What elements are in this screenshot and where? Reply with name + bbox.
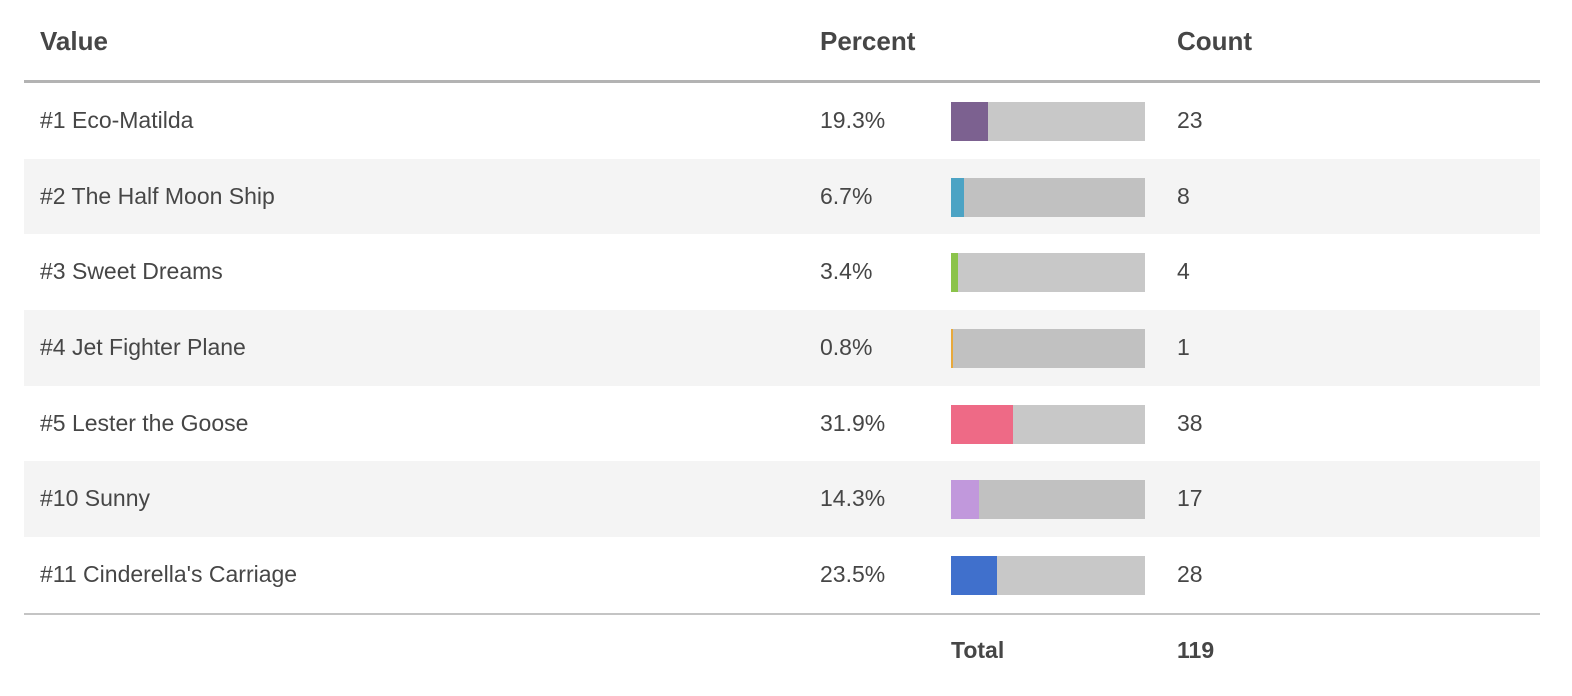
value-column-header: Value xyxy=(40,26,108,56)
row-count-label: 38 xyxy=(1177,409,1203,436)
percent-bar-fill xyxy=(951,480,979,520)
percent-bar-track xyxy=(951,404,1145,444)
percent-bar-track xyxy=(951,480,1145,520)
row-percent-label: 31.9% xyxy=(820,409,886,436)
percent-bar-fill xyxy=(951,177,964,217)
percent-bar-fill xyxy=(951,404,1013,444)
percent-column-header: Percent xyxy=(820,26,916,56)
table-row: #1 Eco-Matilda 19.3% 23 xyxy=(24,83,1540,159)
percent-bar-track xyxy=(951,253,1145,293)
table-row: #4 Jet Fighter Plane 0.8% 1 xyxy=(24,310,1540,386)
row-percent-label: 23.5% xyxy=(820,561,886,588)
table-body: #1 Eco-Matilda 19.3% 23 #2 The Half Moon Sh… xyxy=(24,83,1540,613)
row-count-label: 23 xyxy=(1177,107,1203,133)
percent-bar-track xyxy=(951,102,1145,141)
percent-bar-fill xyxy=(951,253,958,293)
row-value-label: #2 The Half Moon Ship xyxy=(40,182,275,209)
row-count-label: 4 xyxy=(1177,258,1190,285)
table-footer: Total 119 xyxy=(24,612,1540,695)
percent-bar-fill xyxy=(951,329,953,369)
row-value-label: #4 Jet Fighter Plane xyxy=(40,334,246,361)
row-percent-label: 6.7% xyxy=(820,182,873,209)
row-percent-label: 19.3% xyxy=(820,107,886,133)
table-row: #11 Cinderella's Carriage 23.5% 28 xyxy=(24,537,1540,613)
row-percent-label: 14.3% xyxy=(820,485,886,512)
row-value-label: #10 Sunny xyxy=(40,485,150,512)
count-column-header: Count xyxy=(1177,26,1253,56)
row-value-label: #11 Cinderella's Carriage xyxy=(40,561,298,588)
row-count-label: 1 xyxy=(1177,334,1190,361)
row-count-label: 17 xyxy=(1177,485,1203,512)
percent-bar-fill xyxy=(951,556,997,596)
results-table: Value Percent Count #1 Eco-Matilda 19.3% 2… xyxy=(24,0,1540,695)
table-row: #10 Sunny 14.3% 17 xyxy=(24,461,1540,538)
row-value-label: #3 Sweet Dreams xyxy=(40,258,223,285)
row-count-label: 28 xyxy=(1177,561,1203,588)
total-label: Total xyxy=(951,636,1005,663)
percent-bar-track xyxy=(951,329,1145,369)
table-row: #5 Lester the Goose 31.9% 38 xyxy=(24,386,1540,462)
total-count: 119 xyxy=(1177,636,1215,663)
percent-bar-track xyxy=(951,556,1145,596)
row-count-label: 8 xyxy=(1177,182,1190,209)
percent-bar-fill xyxy=(951,102,989,141)
table-header: Value Percent Count xyxy=(24,0,1540,83)
percent-bar-track xyxy=(951,177,1145,217)
table-row: #3 Sweet Dreams 3.4% 4 xyxy=(24,234,1540,310)
row-value-label: #5 Lester the Goose xyxy=(40,409,249,436)
row-percent-label: 3.4% xyxy=(820,258,873,285)
table-row: #2 The Half Moon Ship 6.7% 8 xyxy=(24,158,1540,235)
row-value-label: #1 Eco-Matilda xyxy=(40,107,194,133)
row-percent-label: 0.8% xyxy=(820,334,873,361)
